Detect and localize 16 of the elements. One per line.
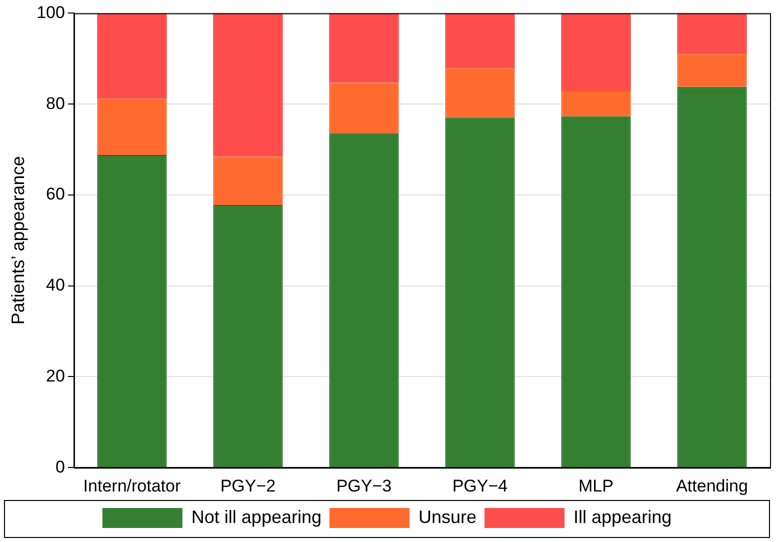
y-tick-label: 40 [46, 276, 65, 295]
y-tick-label: 80 [46, 94, 65, 113]
legend-label: Ill appearing [574, 506, 672, 527]
y-axis-title: Patients’ appearance [8, 156, 28, 325]
x-tick-label: Attending [676, 476, 748, 496]
x-tick-label: PGY−2 [220, 476, 276, 496]
y-tick-label: 0 [55, 457, 65, 476]
legend-label: Unsure [418, 506, 477, 527]
x-tick-label: Intern/rotator [83, 476, 181, 496]
y-tick-label: 20 [46, 366, 65, 386]
y-tick-label: 60 [46, 184, 65, 204]
legend-label: Not ill appearing [191, 506, 322, 527]
y-tick-label: 100 [36, 2, 65, 22]
x-tick-label: PGY−3 [336, 476, 392, 496]
x-tick-label: PGY−4 [452, 476, 508, 496]
x-tick-label: MLP [578, 476, 614, 496]
